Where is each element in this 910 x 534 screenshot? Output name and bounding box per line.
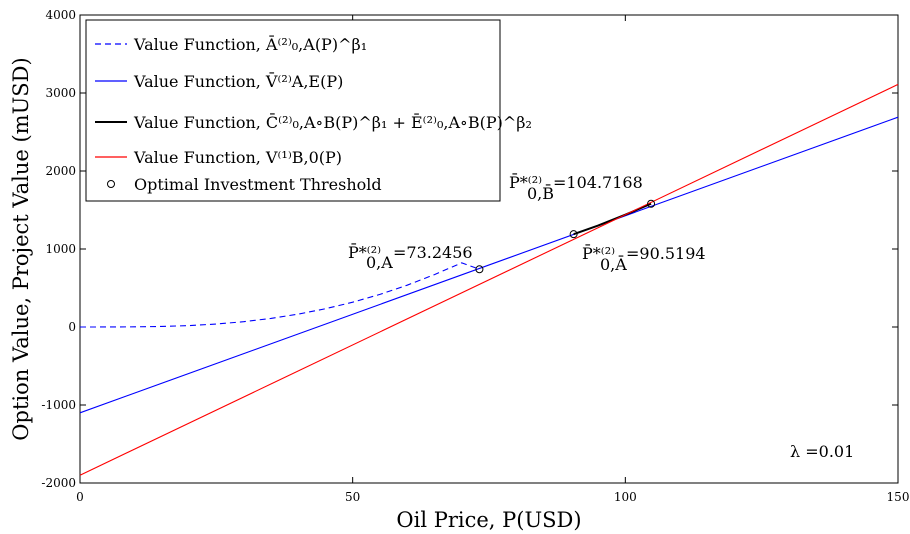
- legend: Value Function, Ā⁽²⁾₀,A(P)^β₁ Value Func…: [85, 19, 532, 202]
- annotation-c-value: =90.5194: [626, 244, 706, 263]
- y-tick-label: -1000: [41, 398, 76, 412]
- series-line-3: [79, 83, 899, 476]
- axis-ticks: 0 50 100 150 -2000 -1000 0 1000 2000 3000 4000: [41, 8, 909, 504]
- annotation-b-symbol: P̄*⁽²⁾: [509, 171, 542, 192]
- series-line-2: [573, 202, 652, 236]
- series-line-1: [79, 116, 899, 414]
- annotation-b-subscript: 0,B̄: [527, 182, 554, 203]
- legend-marker-circle: [107, 180, 115, 188]
- annotation-a-symbol: P̄*⁽²⁾: [348, 241, 381, 262]
- y-tick-label: 0: [68, 320, 76, 334]
- legend-label-v: Value Function, V̄⁽²⁾A,E(P): [133, 70, 343, 91]
- y-tick-label: 2000: [45, 164, 76, 178]
- threshold-markers: [475, 199, 656, 274]
- y-axis-title: Option Value, Project Value (mUSD): [9, 57, 33, 440]
- legend-label-ce: Value Function, C̄⁽²⁾₀,A∘B(P)^β₁ + Ē⁽²⁾₀…: [133, 111, 532, 132]
- x-tick-label: 50: [345, 490, 360, 504]
- x-tick-label: 150: [887, 490, 910, 504]
- legend-box: [85, 19, 501, 202]
- x-tick-label: 0: [76, 490, 84, 504]
- legend-label-vb: Value Function, V⁽¹⁾B,0(P): [133, 148, 342, 167]
- y-tick-label: 4000: [45, 8, 76, 22]
- threshold-point: [569, 230, 578, 239]
- lambda-annotation: λ =0.01: [790, 442, 854, 461]
- series-line-0: [79, 262, 480, 328]
- annotation-a-subscript: 0,A: [366, 253, 393, 272]
- threshold-point: [647, 199, 656, 208]
- annotation-a-value: =73.2456: [393, 243, 473, 262]
- annotation-c-symbol: P̄*⁽²⁾: [582, 242, 615, 263]
- y-tick-label: 3000: [45, 86, 76, 100]
- x-axis-title: Oil Price, P(USD): [396, 508, 581, 532]
- annotation-threshold-a: P̄*⁽²⁾ 0,A =73.2456: [348, 241, 473, 272]
- threshold-point: [475, 265, 484, 274]
- annotation-threshold-b: P̄*⁽²⁾ 0,B̄ =104.7168: [509, 171, 643, 203]
- legend-label-threshold: Optimal Investment Threshold: [134, 175, 382, 194]
- annotation-c-subscript: 0,Ā: [600, 254, 627, 274]
- y-tick-label: -2000: [41, 476, 76, 490]
- series-lines: [79, 83, 899, 476]
- x-tick-label: 100: [614, 490, 637, 504]
- annotation-b-value: =104.7168: [553, 173, 643, 192]
- y-tick-label: 1000: [45, 242, 76, 256]
- annotation-threshold-c: P̄*⁽²⁾ 0,Ā =90.5194: [582, 242, 706, 274]
- legend-label-a: Value Function, Ā⁽²⁾₀,A(P)^β₁: [133, 34, 367, 54]
